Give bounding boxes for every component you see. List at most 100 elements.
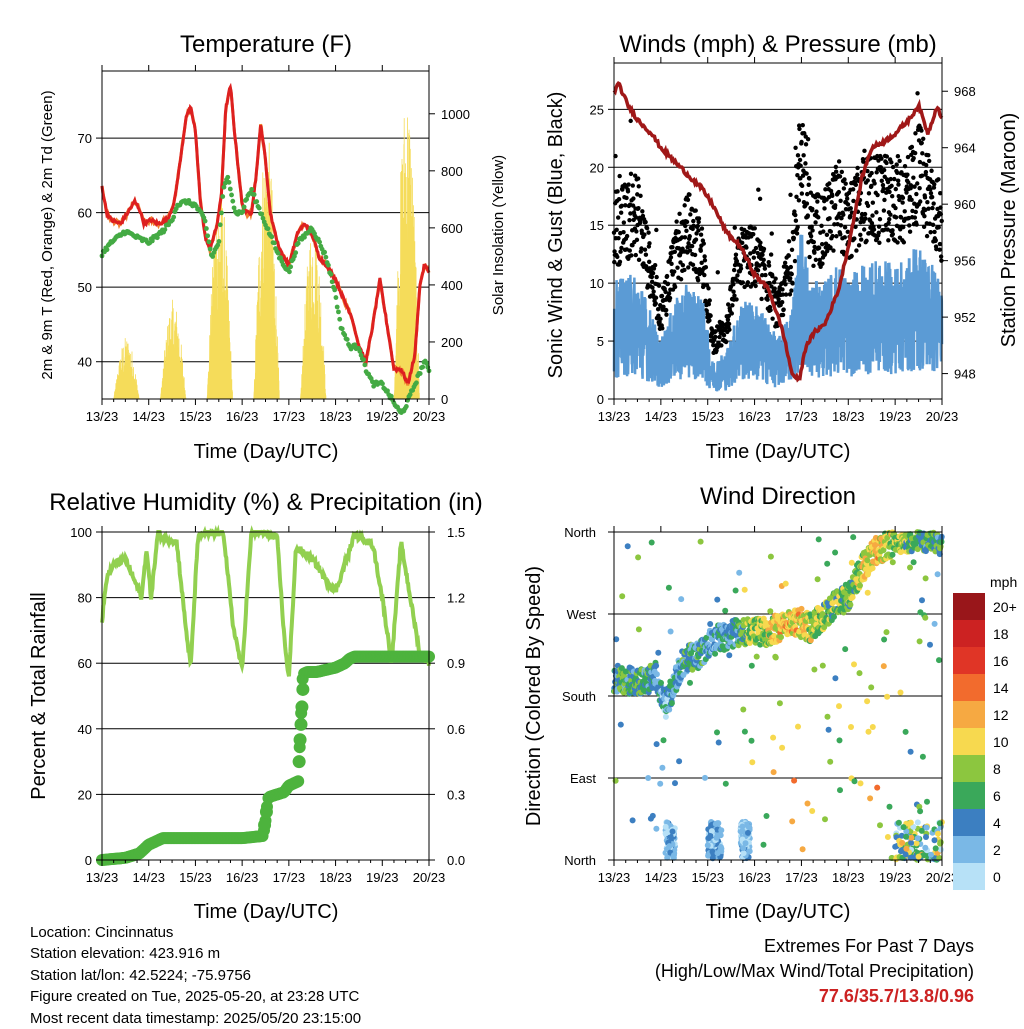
precip-point [292,775,305,788]
direction-point [703,634,710,641]
direction-point [779,744,786,751]
direction-point [753,653,760,660]
gust-point [740,240,745,246]
direction-point [667,628,674,635]
gust-point [628,118,633,124]
gust-point [887,217,892,222]
station-location: Location: Cincinnatus [30,924,174,941]
gust-point [695,278,701,283]
temperature-ylabel-right: Solar Insolation (Yellow) [490,155,507,315]
legend-label: 2 [993,842,1001,858]
gust-point [933,238,938,243]
gust-point [931,201,936,206]
y-tick-label: North [564,525,596,540]
x-tick-label: 16/23 [226,409,259,424]
gust-point [786,253,791,258]
gust-point [874,170,879,175]
direction-point [836,737,843,744]
direction-point [613,636,620,643]
direction-point [934,571,941,578]
dewpoint-point [302,234,307,240]
gust-point [798,163,803,168]
gust-point [636,257,642,263]
gust-point [725,317,731,322]
legend-swatch [953,782,985,809]
direction-point [897,689,904,696]
gust-point [762,263,767,268]
gust-point [678,277,684,282]
direction-point [910,559,917,566]
gust-point [618,249,623,254]
dewpoint-point [251,192,257,197]
station-elevation: Station elevation: 423.916 m [30,945,221,963]
pressure-series [612,81,944,383]
legend-swatch [953,809,985,836]
direction-point [881,636,888,643]
direction-point [932,845,939,852]
gust-point [642,247,648,252]
gust-point [734,258,740,264]
gust-point [932,229,937,235]
direction-point [739,823,746,830]
gust-point [617,259,623,264]
gust-point [865,203,871,209]
gust-point [652,263,658,268]
y2-tick-label: 1.5 [447,525,465,540]
gust-point [687,192,692,197]
direction-point [713,834,720,841]
gust-point [719,343,724,348]
legend-swatch [953,674,985,701]
direction-point [658,679,664,686]
gust-point [674,219,679,224]
dewpoint-point [414,380,419,386]
gust-point [799,191,805,196]
gust-point [886,220,891,226]
y2-tick-label: 1.2 [447,591,465,606]
station-info: Location: Cincinnatus Station elevation:… [30,922,361,1029]
gust-point [619,203,624,209]
gust-point [817,257,822,263]
gust-point [915,181,920,186]
y-tick-label: 60 [78,206,92,221]
gust-point [729,311,734,316]
gust-point [905,172,910,177]
direction-point [657,780,664,787]
gust-point [930,205,935,211]
direction-point [936,657,942,664]
gust-point [928,187,933,192]
gust-point [839,169,845,175]
y-tick-label: 100 [70,525,92,540]
direction-point [903,833,910,840]
gust-point [630,203,636,208]
gust-point [889,160,894,165]
gust-point [813,257,819,262]
gust-point [866,191,872,196]
gust-point [913,131,918,136]
gust-point [895,240,900,245]
direction-point [666,843,673,850]
gust-point [804,201,810,206]
gust-point [880,182,886,188]
precip-point [295,700,309,714]
direction-point [884,693,891,700]
legend-label: 6 [993,788,1001,804]
gust-point [769,231,774,236]
gust-point [649,279,655,284]
gust-point [633,252,638,258]
y-tick-label: West [567,607,597,622]
gust-point [661,304,666,309]
direction-point [704,842,711,849]
y-tick-label: 15 [590,218,604,233]
gust-point [828,229,833,234]
gust-point [682,203,687,208]
y2-tick-label: 800 [441,164,463,179]
gust-point [858,232,863,238]
gust-point [772,286,777,291]
gust-point [815,199,820,204]
direction-xlabel: Time (Day/UTC) [706,901,851,923]
gust-point [923,169,929,175]
direction-point [676,758,683,765]
x-tick-label: 17/23 [785,409,818,424]
direction-point [842,646,849,653]
gust-point [658,316,663,322]
